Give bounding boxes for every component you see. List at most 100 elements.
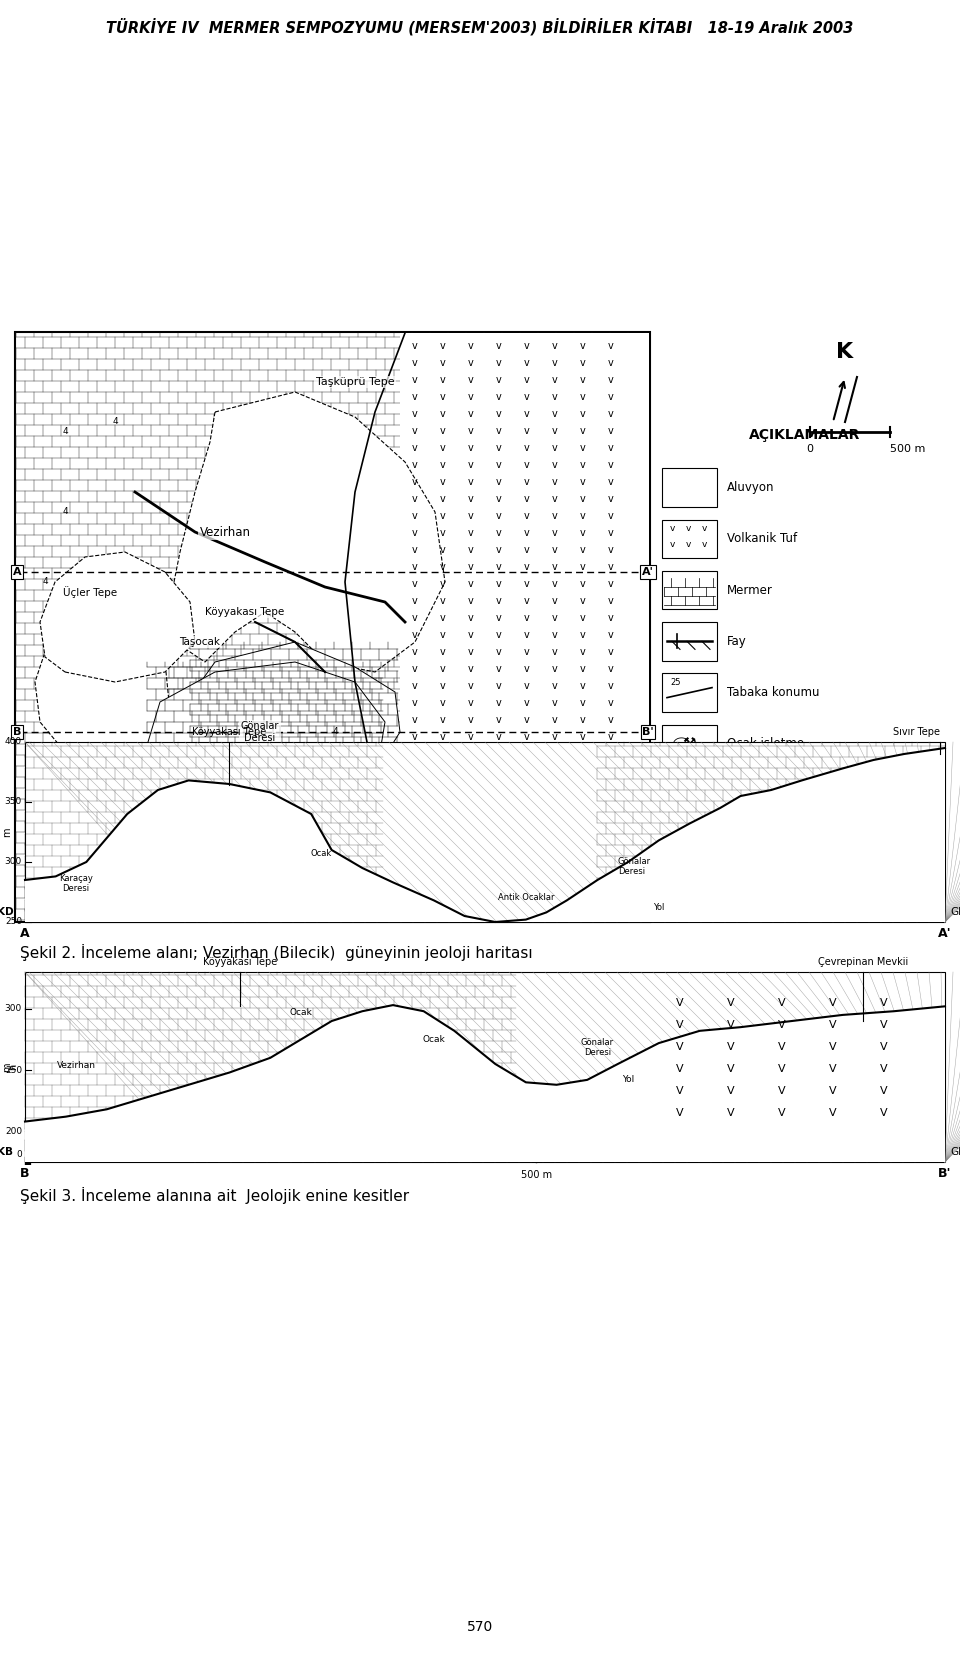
Text: v: v: [580, 818, 586, 828]
Text: v: v: [440, 834, 445, 844]
Text: v: v: [552, 613, 558, 623]
Text: v: v: [468, 562, 474, 572]
Text: Ocak: Ocak: [311, 849, 332, 858]
Text: v: v: [608, 731, 613, 741]
Text: v: v: [608, 715, 613, 725]
Text: v: v: [412, 715, 418, 725]
Text: v: v: [412, 834, 418, 844]
Text: v: v: [524, 357, 530, 367]
Text: v: v: [440, 460, 445, 470]
Text: v: v: [608, 665, 613, 675]
Text: v: v: [608, 425, 613, 435]
Text: v: v: [468, 884, 474, 896]
Text: v: v: [412, 357, 418, 367]
Text: Köyyakası Tepe: Köyyakası Tepe: [192, 726, 267, 736]
Text: A': A': [642, 567, 654, 577]
Text: v: v: [580, 750, 586, 760]
Text: v: v: [440, 851, 445, 861]
Text: v: v: [524, 750, 530, 760]
Text: v: v: [468, 529, 474, 538]
Text: v: v: [552, 834, 558, 844]
Text: 350: 350: [5, 798, 22, 806]
Text: v: v: [524, 681, 530, 691]
Text: v: v: [524, 477, 530, 487]
Text: v: v: [440, 665, 445, 675]
Text: Köyyakası Tepe: Köyyakası Tepe: [203, 957, 276, 967]
Text: GB: GB: [950, 1147, 960, 1157]
Polygon shape: [25, 748, 945, 922]
Text: v: v: [580, 766, 586, 776]
Text: v: v: [524, 409, 530, 419]
Text: Ocak işletme: Ocak işletme: [727, 738, 804, 750]
Text: V: V: [778, 1064, 785, 1074]
Text: 4: 4: [292, 848, 298, 856]
Text: v: v: [496, 341, 502, 351]
Bar: [25, 972, 945, 1162]
Text: m: m: [2, 1062, 12, 1072]
Text: v: v: [552, 425, 558, 435]
Text: A: A: [670, 843, 678, 853]
Text: v: v: [552, 376, 558, 386]
Text: v: v: [524, 341, 530, 351]
Text: v: v: [468, 731, 474, 741]
Text: V: V: [828, 1085, 836, 1095]
Text: v: v: [496, 529, 502, 538]
Text: v: v: [440, 425, 445, 435]
Text: v: v: [496, 715, 502, 725]
Text: 4: 4: [372, 868, 378, 876]
Text: v: v: [524, 444, 530, 454]
Text: v: v: [580, 597, 586, 607]
Text: Taşküprü Tepe: Taşküprü Tepe: [316, 377, 395, 387]
Text: 200: 200: [5, 1127, 22, 1135]
Text: v: v: [412, 799, 418, 809]
Text: v: v: [412, 425, 418, 435]
Text: v: v: [412, 681, 418, 691]
Polygon shape: [25, 748, 945, 922]
Text: v: v: [412, 884, 418, 896]
Text: v: v: [685, 524, 690, 534]
Polygon shape: [25, 1006, 945, 1162]
Text: v: v: [580, 731, 586, 741]
Text: v: v: [412, 766, 418, 776]
Text: v: v: [608, 357, 613, 367]
Text: v: v: [552, 578, 558, 588]
Text: TÜRKİYE IV  MERMER SEMPOZYUMU (MERSEM'2003) BİLDİRİLER KİTABI   18-19 Aralık 200: TÜRKİYE IV MERMER SEMPOZYUMU (MERSEM'200…: [107, 18, 853, 35]
Text: v: v: [412, 392, 418, 402]
Text: v: v: [468, 834, 474, 844]
Text: 4: 4: [52, 808, 58, 816]
Text: v: v: [608, 376, 613, 386]
Text: Karaçay
Deresi: Karaçay Deresi: [60, 874, 93, 894]
Text: v: v: [440, 597, 445, 607]
Text: v: v: [440, 477, 445, 487]
Text: v: v: [580, 392, 586, 402]
Text: v: v: [580, 460, 586, 470]
Text: v: v: [552, 341, 558, 351]
Text: v: v: [524, 562, 530, 572]
Text: v: v: [412, 851, 418, 861]
Text: B: B: [12, 726, 21, 736]
Text: v: v: [496, 766, 502, 776]
Text: V: V: [880, 1020, 887, 1030]
Text: v: v: [440, 510, 445, 520]
Text: v: v: [440, 409, 445, 419]
Polygon shape: [400, 332, 649, 917]
Text: v: v: [468, 902, 474, 912]
Text: v: v: [496, 545, 502, 555]
Text: v: v: [468, 647, 474, 656]
Text: Tabaka konumu: Tabaka konumu: [727, 686, 820, 700]
Text: v: v: [496, 460, 502, 470]
Text: v: v: [412, 545, 418, 555]
Text: A: A: [12, 567, 21, 577]
Text: v: v: [440, 799, 445, 809]
Text: v: v: [580, 409, 586, 419]
Text: v: v: [608, 578, 613, 588]
Text: v: v: [496, 510, 502, 520]
Text: v: v: [412, 510, 418, 520]
Text: V: V: [880, 997, 887, 1007]
Text: v: v: [412, 529, 418, 538]
Text: v: v: [496, 444, 502, 454]
Text: v: v: [440, 681, 445, 691]
Text: Fay: Fay: [727, 635, 747, 648]
Text: v: v: [608, 851, 613, 861]
Text: 4: 4: [323, 848, 327, 856]
